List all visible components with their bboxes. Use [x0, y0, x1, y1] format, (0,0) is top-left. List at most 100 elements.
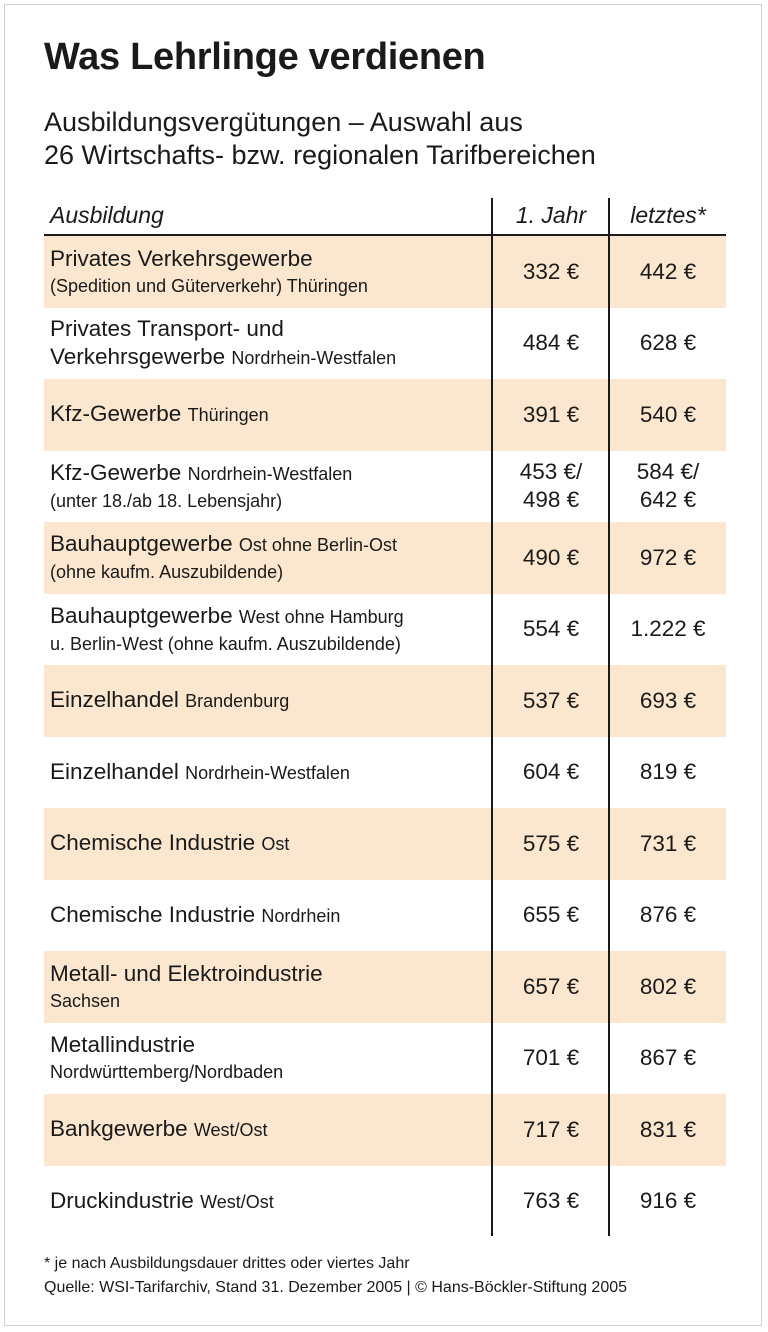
table-row: Privates Verkehrsgewerbe (Spedition und G… — [44, 236, 726, 308]
table-row: Bauhauptgewerbe West ohne Hamburg u. Berl… — [44, 594, 726, 666]
value-line: 831 € — [639, 1116, 697, 1142]
row-letztes-value: 916 € — [610, 1166, 726, 1238]
value-line: 701 € — [522, 1045, 580, 1071]
value-line: 490 € — [522, 544, 580, 570]
row-letztes-value: 819 € — [610, 737, 726, 809]
row-letztes-value: 876 € — [610, 880, 726, 952]
value-line: 484 € — [522, 330, 580, 356]
row-ausbildung: Kfz-Gewerbe Nordrhein-Westfalen (unter 18… — [50, 451, 490, 523]
footnote: * je nach Ausbildungsdauer drittes oder … — [44, 1255, 410, 1272]
value-line: 604 € — [522, 759, 580, 785]
row-main-label: Bauhauptgewerbe — [50, 531, 233, 557]
row-letztes-value: 1.222 € — [610, 594, 726, 666]
row-main-label: Einzelhandel — [50, 687, 179, 713]
row-detail: u. Berlin-West (ohne kaufm. Auszubildend… — [50, 633, 401, 654]
row-ausbildung: Chemische Industrie Ost — [50, 808, 490, 880]
value-line: 867 € — [639, 1045, 697, 1071]
row-main-label: Privates Transport- und — [50, 315, 284, 341]
row-ausbildung: Einzelhandel Nordrhein-Westfalen — [50, 737, 490, 809]
row-ausbildung: Privates Verkehrsgewerbe (Spedition und G… — [50, 236, 490, 308]
table-row: Metallindustrie Nordwürttemberg/Nordbaden… — [44, 1023, 726, 1095]
row-jahr1-value: 391 € — [492, 379, 610, 451]
value-line: 916 € — [639, 1188, 697, 1214]
row-letztes-value: 831 € — [610, 1094, 726, 1166]
row-main-label: Metall- und Elektroindustrie — [50, 960, 323, 986]
row-region: Ost — [261, 834, 290, 855]
row-region: Ost ohne Berlin-Ost — [238, 535, 397, 556]
row-letztes-value: 693 € — [610, 665, 726, 737]
row-main-label: Metallindustrie — [50, 1032, 196, 1058]
header-rule — [44, 234, 726, 236]
row-letztes-value: 442 € — [610, 236, 726, 308]
column-divider-1 — [491, 198, 493, 1236]
value-line: 876 € — [639, 902, 697, 928]
subtitle-line-2: 26 Wirtschafts- bzw. regionalen Tarifber… — [44, 140, 596, 170]
row-jahr1-value: 717 € — [492, 1094, 610, 1166]
row-ausbildung: Einzelhandel Brandenburg — [50, 665, 490, 737]
row-letztes-value: 628 € — [610, 308, 726, 380]
row-ausbildung: Bankgewerbe West/Ost — [50, 1094, 490, 1166]
table-row: Chemische Industrie Nordrhein 655 € 876 € — [44, 880, 726, 952]
row-region: Brandenburg — [185, 691, 290, 712]
source-line: Quelle: WSI-Tarifarchiv, Stand 31. Dezem… — [44, 1279, 628, 1296]
subtitle-line-1: Ausbildungsvergütungen – Auswahl aus — [44, 107, 523, 137]
row-main-label: Privates Verkehrsgewerbe — [50, 245, 313, 271]
row-jahr1-value: 763 € — [492, 1166, 610, 1238]
row-region: Nordrhein-Westfalen — [187, 463, 353, 484]
row-jahr1-value: 453 €/498 € — [492, 451, 610, 523]
header-ausbildung: Ausbildung — [50, 202, 164, 228]
row-region: Thüringen — [187, 405, 269, 426]
row-region: Nordrhein — [261, 905, 341, 926]
row-letztes-value: 540 € — [610, 379, 726, 451]
row-detail: Sachsen — [50, 990, 121, 1011]
row-jahr1-value: 484 € — [492, 308, 610, 380]
row-letztes-value: 584 €/642 € — [610, 451, 726, 523]
row-ausbildung: Bauhauptgewerbe West ohne Hamburg u. Berl… — [50, 594, 490, 666]
row-jahr1-value: 701 € — [492, 1023, 610, 1095]
row-jahr1-value: 490 € — [492, 522, 610, 594]
row-main-label: Chemische Industrie — [50, 901, 256, 927]
value-line: 717 € — [522, 1116, 580, 1142]
row-jahr1-value: 655 € — [492, 880, 610, 952]
table-row: Druckindustrie West/Ost 763 € 916 € — [44, 1166, 726, 1238]
value-line: 575 € — [522, 830, 580, 856]
row-main-label: Kfz-Gewerbe — [50, 459, 182, 485]
column-divider-2 — [608, 198, 610, 1236]
header-jahr1: 1. Jahr — [515, 202, 587, 228]
row-jahr1-value: 537 € — [492, 665, 610, 737]
value-line: 693 € — [639, 687, 697, 713]
row-detail: (unter 18./ab 18. Lebensjahr) — [50, 490, 283, 511]
row-letztes-value: 731 € — [610, 808, 726, 880]
value-line: 628 € — [639, 330, 697, 356]
value-line: 537 € — [522, 687, 580, 713]
value-line: 453 €/ — [519, 459, 583, 485]
row-letztes-value: 802 € — [610, 951, 726, 1023]
table-row: Kfz-Gewerbe Nordrhein-Westfalen (unter 18… — [44, 451, 726, 523]
row-main-label: Bauhauptgewerbe — [50, 602, 233, 628]
row-ausbildung: Bauhauptgewerbe Ost ohne Berlin-Ost (ohne… — [50, 522, 490, 594]
row-jahr1-value: 554 € — [492, 594, 610, 666]
row-letztes-value: 867 € — [610, 1023, 726, 1095]
table-row: Metall- und Elektroindustrie Sachsen 657 €… — [44, 951, 726, 1023]
value-line: 584 €/ — [636, 459, 700, 485]
table-row: Bankgewerbe West/Ost 717 € 831 € — [44, 1094, 726, 1166]
row-jahr1-value: 604 € — [492, 737, 610, 809]
row-ausbildung: Kfz-Gewerbe Thüringen — [50, 379, 490, 451]
table-row: Chemische Industrie Ost 575 € 731 € — [44, 808, 726, 880]
row-region: Nordrhein-Westfalen — [185, 762, 350, 783]
row-region: West ohne Hamburg — [238, 606, 404, 627]
row-jahr1-value: 657 € — [492, 951, 610, 1023]
value-line: 540 € — [639, 401, 697, 427]
table-row: Einzelhandel Brandenburg 537 € 693 € — [44, 665, 726, 737]
row-region: West/Ost — [200, 1191, 274, 1212]
row-ausbildung: Druckindustrie West/Ost — [50, 1166, 490, 1238]
value-line: 655 € — [522, 902, 580, 928]
row-main-label: Einzelhandel — [50, 758, 179, 784]
row-jahr1-value: 332 € — [492, 236, 610, 308]
row-letztes-value: 972 € — [610, 522, 726, 594]
row-detail: Nordwürttemberg/Nordbaden — [50, 1062, 284, 1083]
row-detail: (Spedition und Güterverkehr) Thüringen — [50, 275, 368, 296]
table-row: Einzelhandel Nordrhein-Westfalen 604 € 819… — [44, 737, 726, 809]
row-main-label: Chemische Industrie — [50, 830, 256, 856]
row-region: West/Ost — [193, 1120, 268, 1141]
